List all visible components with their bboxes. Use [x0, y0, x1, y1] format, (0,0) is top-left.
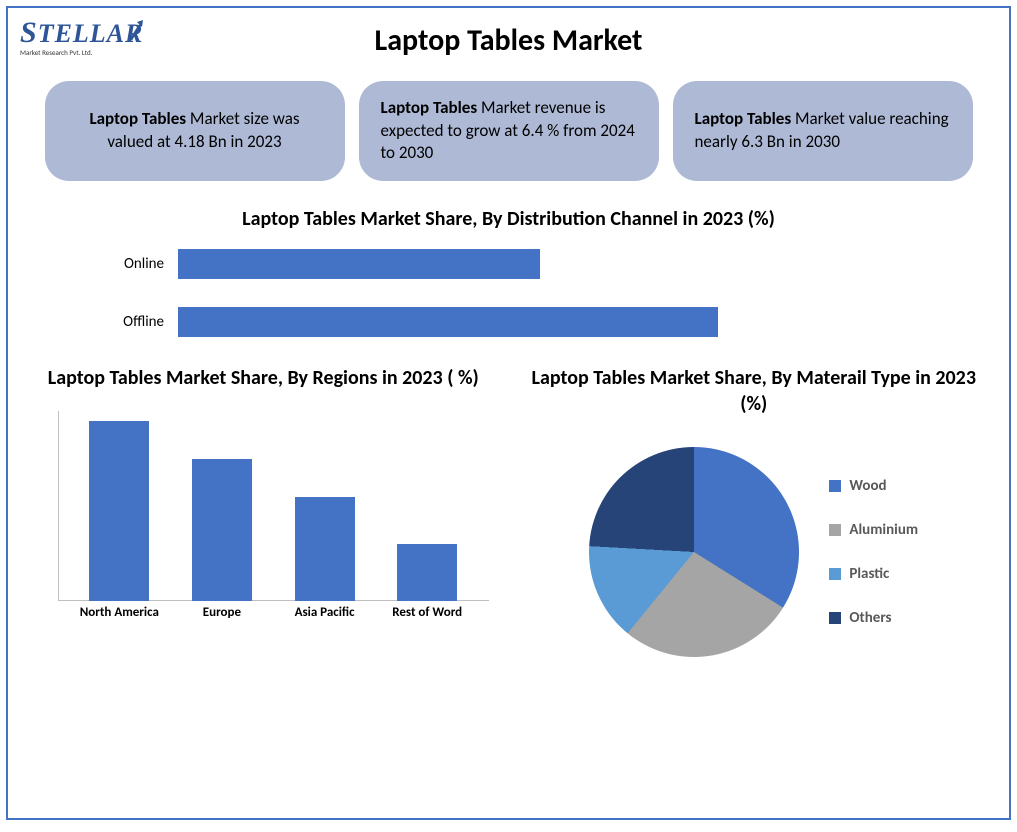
pie-chart	[589, 447, 799, 657]
vbar-bars	[58, 411, 489, 601]
legend-label: Plastic	[849, 565, 889, 583]
vbar-label: Europe	[177, 605, 267, 631]
stat-card-2: Laptop Tables Market value reaching near…	[673, 81, 973, 181]
vbar-chart: North America Europe Asia Pacific Rest of W…	[58, 411, 489, 631]
legend-label: Others	[849, 609, 891, 627]
legend-label: Aluminium	[849, 521, 918, 539]
hbar-row: Offline	[68, 307, 949, 337]
vbar-labels: North America Europe Asia Pacific Rest of W…	[58, 605, 489, 631]
pie-wrap: Wood Aluminium Plastic Others	[519, 447, 990, 657]
pie-section: Laptop Tables Market Share, By Materail …	[519, 365, 990, 657]
stat-card-1: Laptop Tables Market revenue is expected…	[359, 81, 659, 181]
vbar-label: Rest of Word	[382, 605, 472, 631]
hbar-row: Online	[68, 249, 949, 279]
vbar-bar	[192, 459, 252, 602]
logo: STELLAR Market Research Pvt. Ltd.	[20, 16, 140, 57]
hbar-label: Online	[68, 255, 178, 273]
hbar-chart: Online Offline	[8, 249, 1009, 337]
legend-item: Wood	[829, 477, 918, 495]
arrow-icon	[129, 18, 147, 42]
pie-legend: Wood Aluminium Plastic Others	[829, 477, 918, 627]
hbar-bar	[178, 249, 540, 279]
hbar-bar	[178, 307, 718, 337]
vbar-section: Laptop Tables Market Share, By Regions i…	[28, 365, 499, 657]
stat-card-0: Laptop Tables Market size was valued at …	[45, 81, 345, 181]
legend-swatch	[829, 568, 841, 580]
vbar-label: Asia Pacific	[280, 605, 370, 631]
page-title: Laptop Tables Market	[8, 8, 1009, 59]
hbar-title: Laptop Tables Market Share, By Distribut…	[8, 207, 1009, 231]
legend-item: Plastic	[829, 565, 918, 583]
legend-item: Others	[829, 609, 918, 627]
pie-title: Laptop Tables Market Share, By Materail …	[519, 365, 990, 417]
infographic-frame: STELLAR Market Research Pvt. Ltd. Laptop…	[6, 6, 1011, 820]
vbar-title: Laptop Tables Market Share, By Regions i…	[28, 365, 499, 391]
legend-label: Wood	[849, 477, 886, 495]
vbar-bar	[89, 421, 149, 602]
logo-text: STELLAR	[20, 16, 143, 50]
legend-item: Aluminium	[829, 521, 918, 539]
legend-swatch	[829, 612, 841, 624]
legend-swatch	[829, 480, 841, 492]
vbar-bar	[295, 497, 355, 602]
stat-cards: Laptop Tables Market size was valued at …	[8, 81, 1009, 181]
vbar-bar	[397, 544, 457, 601]
vbar-label: North America	[74, 605, 164, 631]
bottom-row: Laptop Tables Market Share, By Regions i…	[8, 365, 1009, 657]
legend-swatch	[829, 524, 841, 536]
hbar-label: Offline	[68, 313, 178, 331]
hbar-section: Laptop Tables Market Share, By Distribut…	[8, 207, 1009, 337]
